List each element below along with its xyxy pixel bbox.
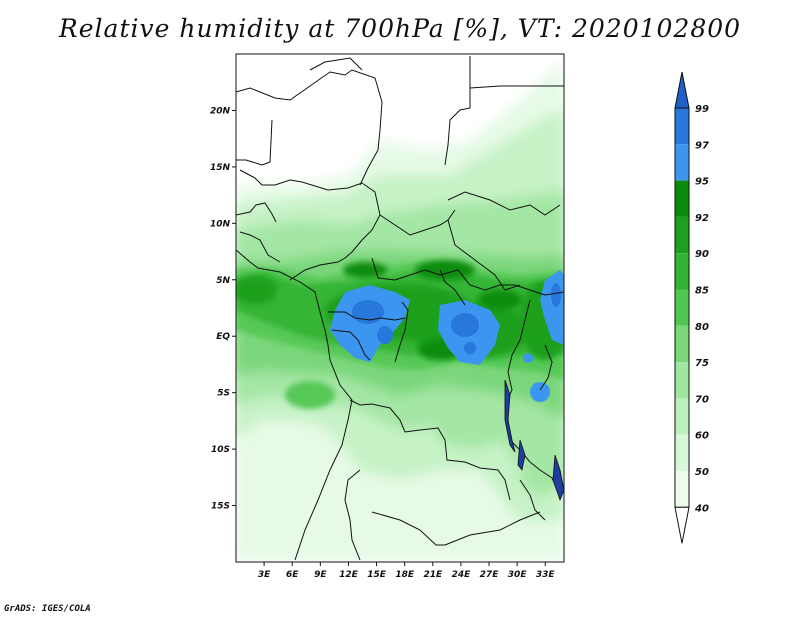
lon-tick-label: 12E: [339, 570, 359, 580]
colorbar-segment: [675, 289, 689, 326]
humidity-field: [236, 54, 564, 562]
colorbar-level-label: 60: [695, 431, 709, 442]
colorbar-level-label: 70: [695, 394, 709, 405]
lat-tick-label: 10S: [211, 445, 230, 455]
colorbar-level-label: 80: [695, 322, 709, 333]
lon-tick-label: 9E: [314, 570, 327, 580]
colorbar-segment: [675, 144, 689, 181]
lat-tick-label: 15S: [211, 502, 230, 512]
lat-tick-label: 5N: [216, 276, 230, 286]
colorbar-segment: [675, 108, 689, 145]
colorbar-segment: [675, 398, 689, 435]
colorbar-segment: [675, 216, 689, 254]
colorbar-level-label: 75: [695, 358, 709, 369]
lon-tick-label: 3E: [258, 570, 271, 580]
lon-tick-label: 33E: [536, 570, 556, 580]
colorbar-level-label: 97: [695, 140, 709, 151]
lon-tick-label: 15E: [367, 570, 387, 580]
colorbar-level-label: 85: [695, 286, 709, 297]
colorbar-level-label: 92: [695, 213, 709, 224]
map-frame: [235, 53, 565, 563]
lon-tick-label: 30E: [508, 570, 528, 580]
lat-tick-label: 20N: [210, 106, 231, 116]
latitude-axis: 20N 15N 10N 5N EQ 5S 10S 15S: [210, 106, 236, 512]
colorbar-level-label: 99: [695, 104, 709, 115]
colorbar-segment: [675, 180, 689, 217]
colorbar-level-label: 50: [695, 467, 709, 478]
colorbar-top-arrow: [674, 71, 690, 109]
lat-tick-label: EQ: [216, 332, 230, 342]
colorbar-bottom-arrow: [674, 506, 690, 544]
colorbar: 99 97 95 92 90 85 80 75 70 60 50 40: [674, 71, 709, 544]
map-title: Relative humidity at 700hPa [%], VT: 202…: [58, 14, 742, 43]
colorbar-segment: [675, 434, 689, 471]
colorbar-level-label: 95: [695, 177, 709, 188]
colorbar-level-label: 40: [694, 503, 709, 514]
longitude-axis: 3E 6E 9E 12E 15E 18E 21E 24E 27E 30E 33E: [258, 562, 556, 580]
lon-tick-label: 27E: [480, 570, 500, 580]
lon-tick-label: 24E: [452, 570, 472, 580]
lon-tick-label: 18E: [395, 570, 415, 580]
grads-credit: GrADS: IGES/COLA: [4, 604, 91, 614]
lat-tick-label: 5S: [217, 389, 230, 399]
colorbar-level-label: 90: [695, 249, 709, 260]
colorbar-segment: [675, 253, 689, 290]
lat-tick-label: 15N: [210, 163, 231, 173]
lon-tick-label: 21E: [423, 570, 443, 580]
colorbar-segment: [675, 362, 689, 399]
colorbar-segment: [675, 471, 689, 508]
colorbar-segment: [675, 325, 689, 363]
lat-tick-label: 10N: [210, 219, 231, 229]
lon-tick-label: 6E: [286, 570, 299, 580]
